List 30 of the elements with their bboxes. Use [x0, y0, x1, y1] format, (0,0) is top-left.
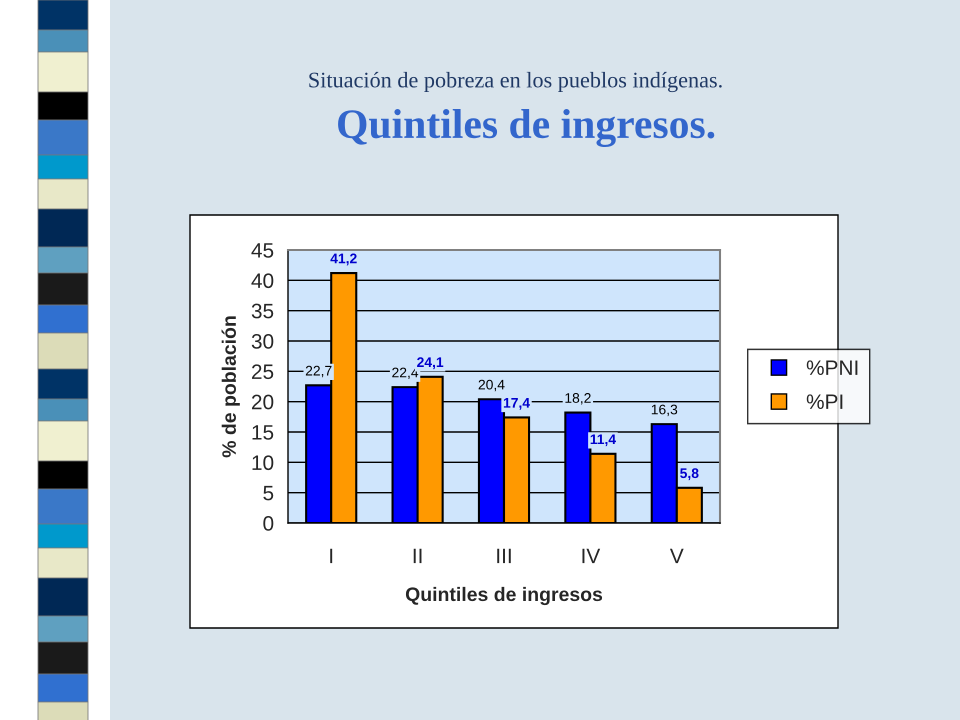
- chart-subtitle: Quintiles de ingresos.: [338, 108, 714, 148]
- data-label: 41,2: [330, 254, 357, 266]
- x-axis-title: Quintiles de ingresos: [406, 586, 602, 606]
- data-label: 16,3: [652, 404, 678, 416]
- y-tick-label: 45: [251, 243, 274, 258]
- y-tick-label: 5: [263, 486, 274, 500]
- x-tick-label: I: [330, 548, 332, 564]
- y-tick-label: 20: [252, 394, 274, 410]
- legend-label: %PI: [806, 394, 842, 410]
- y-tick-label: 40: [251, 273, 274, 288]
- data-label: 18,2: [565, 393, 591, 405]
- y-tick-label: 30: [252, 334, 274, 349]
- y-tick-label: 35: [252, 304, 274, 318]
- y-tick-label: 25: [252, 364, 274, 380]
- y-tick-label: 0: [263, 516, 274, 531]
- y-tick-label: 10: [252, 455, 274, 470]
- x-tick-label: IV: [582, 548, 600, 564]
- data-label: 5,8: [680, 468, 699, 480]
- data-label: 11,4: [590, 434, 616, 446]
- x-tick-label: II: [414, 548, 422, 564]
- data-label: 17,4: [504, 398, 530, 410]
- y-tick-label: 15: [252, 425, 274, 440]
- x-tick-label: III: [497, 548, 511, 564]
- data-label: 24,1: [417, 357, 444, 370]
- legend-label: %PNI: [806, 360, 858, 376]
- y-axis-title: % de población: [222, 316, 240, 458]
- x-tick-label: V: [670, 548, 684, 564]
- chart-title: Situación de pobreza en los pueblos indígenas.: [309, 72, 722, 92]
- data-label: 22,7: [306, 366, 332, 378]
- data-label: 20,4: [478, 380, 505, 392]
